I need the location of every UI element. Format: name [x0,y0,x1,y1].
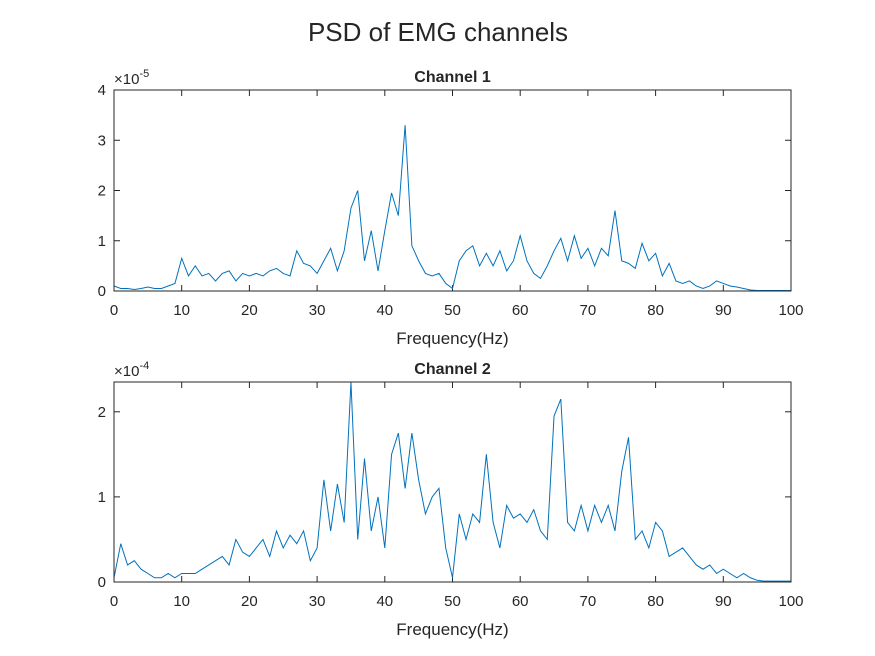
x-tick-label: 90 [715,302,732,319]
y-multiplier: ×10-4 [114,360,149,380]
x-tick-label: 90 [715,593,732,610]
multiplier-base: ×10 [114,71,139,88]
x-axis-label: Frequency(Hz) [396,329,508,348]
data-line [113,125,791,291]
x-tick-label: 10 [173,302,190,319]
x-tick-label: 0 [110,593,118,610]
x-tick-label: 60 [512,302,529,319]
y-tick-label: 1 [98,233,106,250]
x-tick-label: 30 [309,302,326,319]
axes-box [113,381,792,583]
x-tick-label: 60 [512,593,529,610]
y-tick-label: 0 [98,574,106,591]
x-axis-label: Frequency(Hz) [396,620,508,639]
x-tick-label: 30 [309,593,326,610]
x-tick-label: 40 [376,302,393,319]
x-tick-label: 80 [647,593,664,610]
x-tick-label: 10 [173,593,190,610]
x-tick-label: 50 [444,593,461,610]
x-tick-label: 100 [778,593,803,610]
figure-title: PSD of EMG channels [308,17,568,47]
y-tick-label: 3 [98,132,106,149]
y-tick-label: 1 [98,489,106,506]
x-tick-label: 20 [241,593,258,610]
x-tick-label: 80 [647,302,664,319]
multiplier-exponent: -5 [139,68,149,80]
x-tick-label: 70 [580,302,597,319]
x-tick-label: 70 [580,593,597,610]
multiplier-base: ×10 [114,363,139,380]
x-tick-label: 50 [444,302,461,319]
axes-box [113,89,792,292]
x-tick-label: 100 [778,302,803,319]
y-tick-label: 2 [98,183,106,200]
data-line [113,381,791,582]
axes-title: Channel 1 [414,69,491,86]
y-multiplier: ×10-5 [114,68,149,88]
axes-title: Channel 2 [414,361,491,378]
x-tick-label: 20 [241,302,258,319]
multiplier-exponent: -4 [139,360,149,372]
x-tick-label: 40 [376,593,393,610]
y-tick-label: 4 [98,82,106,99]
y-tick-label: 0 [98,283,106,300]
y-tick-label: 2 [98,404,106,421]
x-tick-label: 0 [110,302,118,319]
